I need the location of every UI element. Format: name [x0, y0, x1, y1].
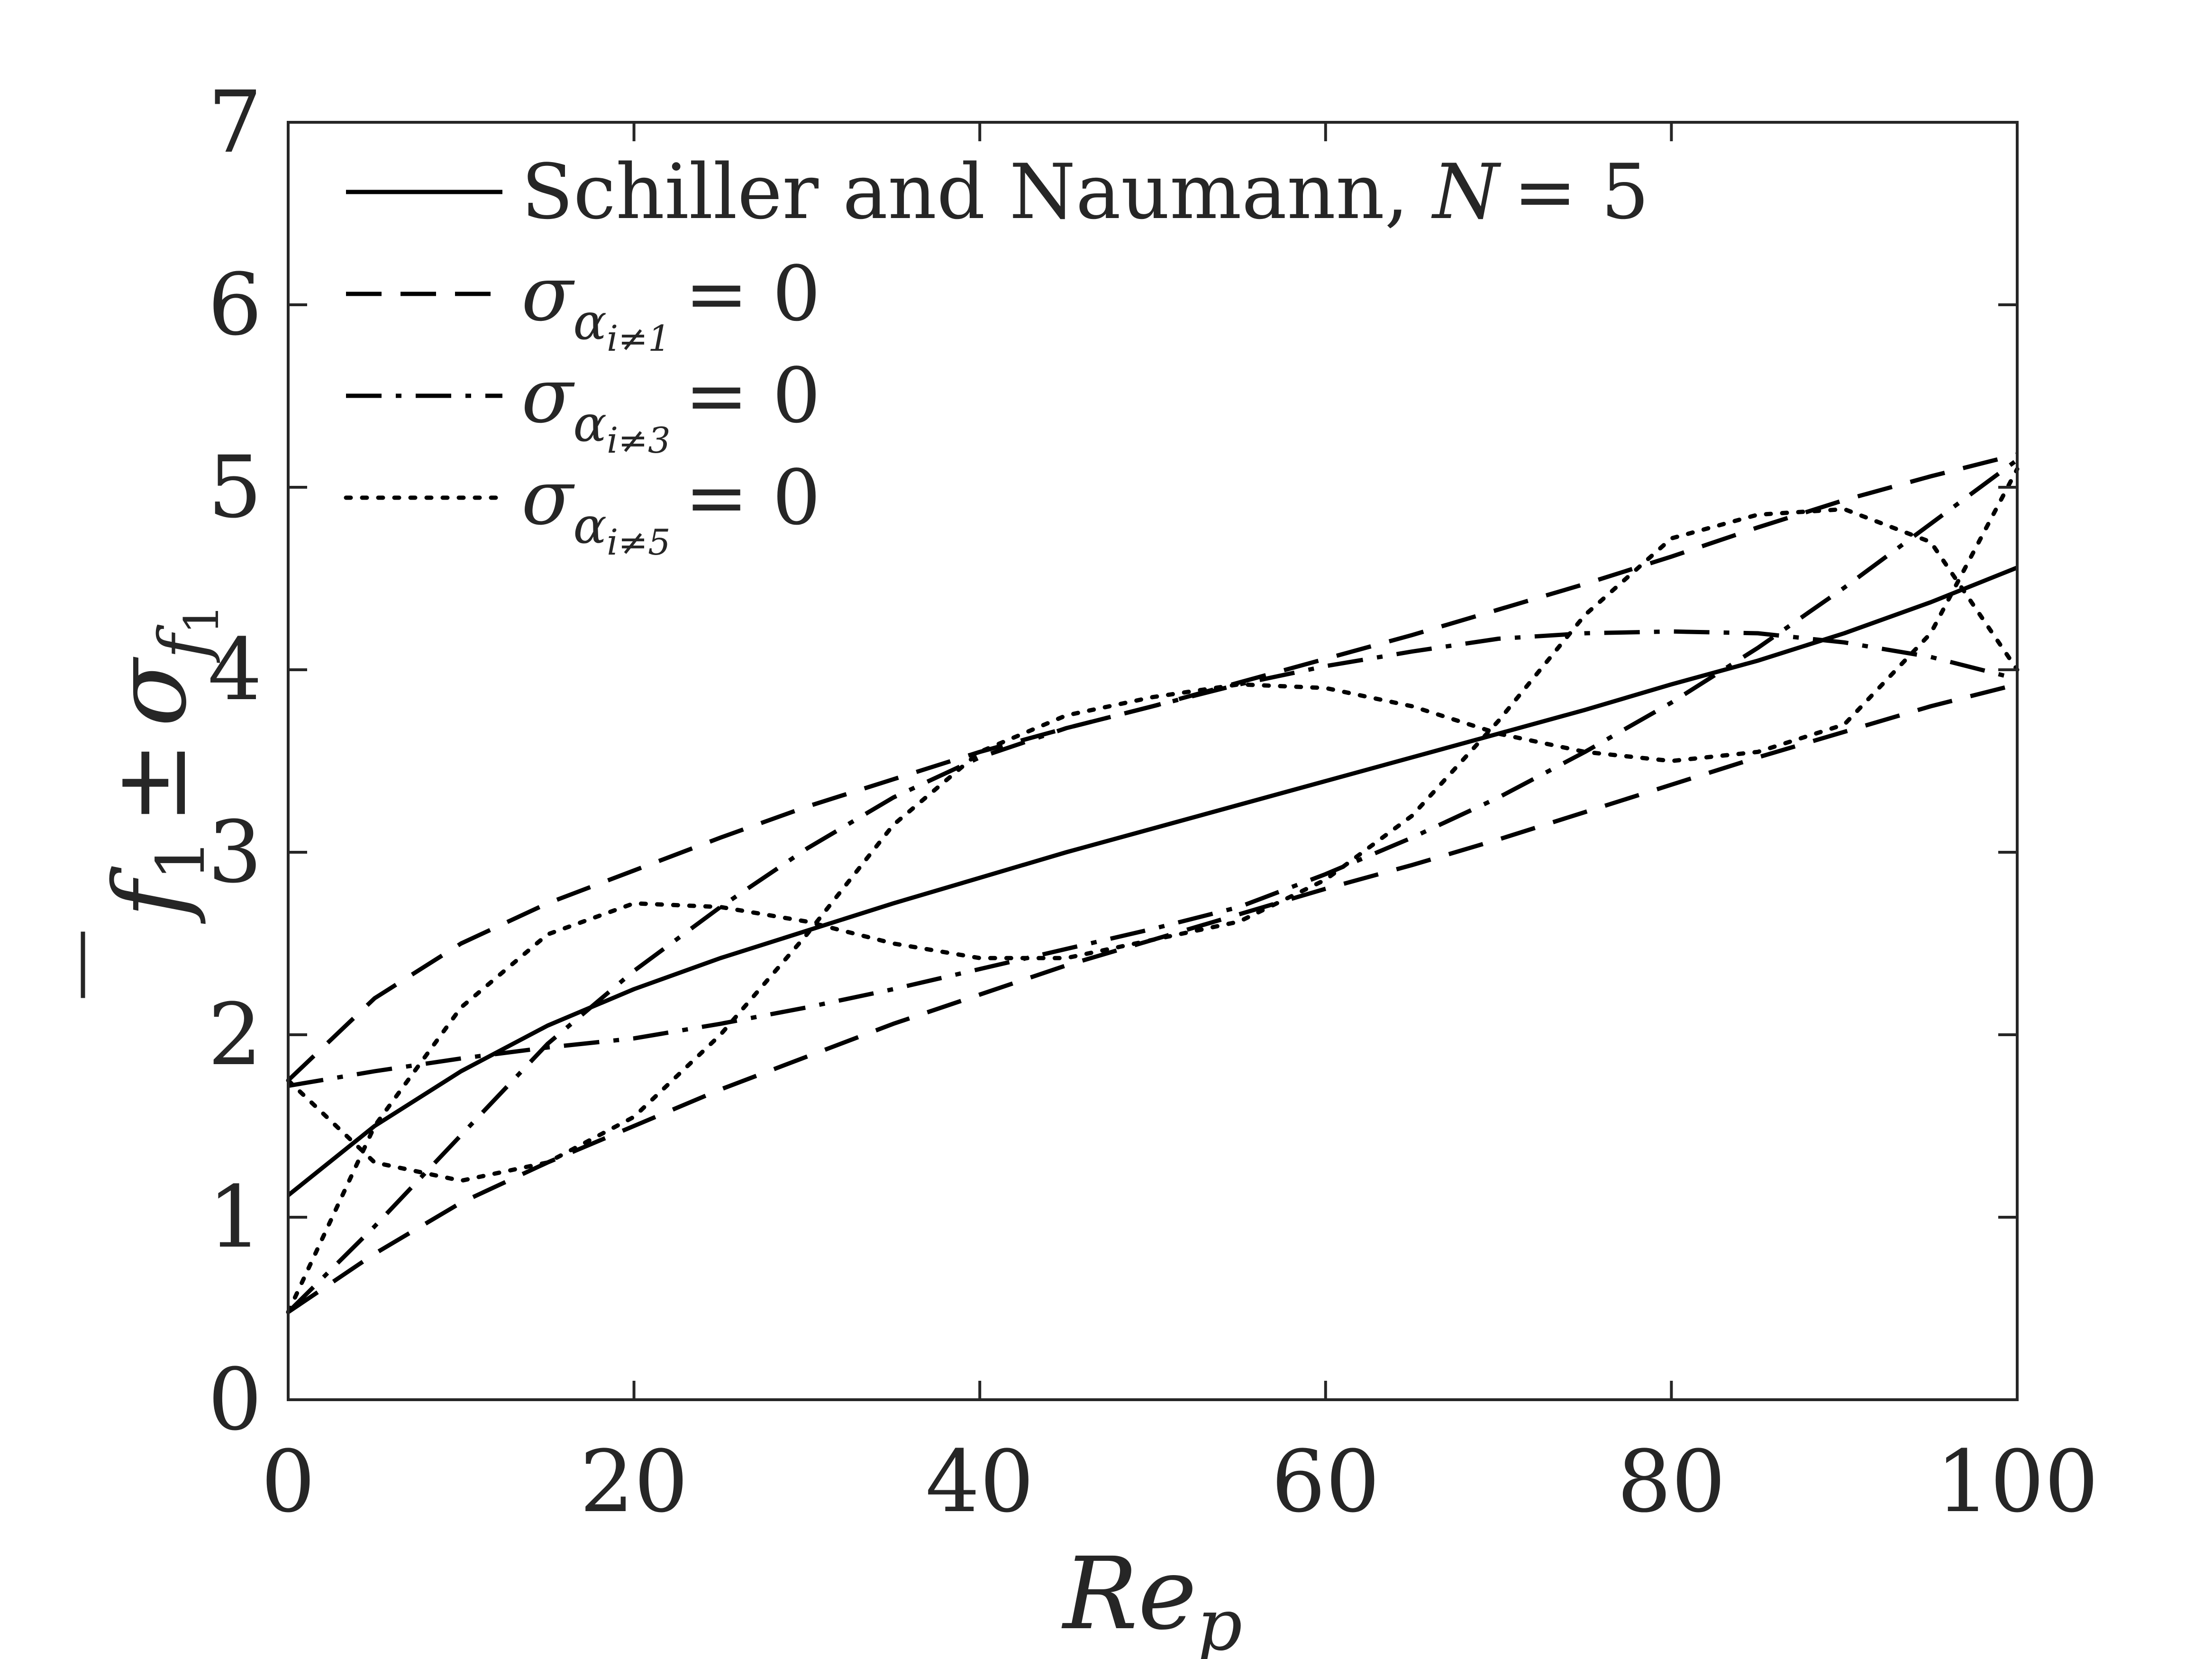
legend-label-alpha-i-ne-5: σαi≠5 = 0	[521, 453, 820, 563]
legend-label-alpha-i-ne-3: σαi≠3 = 0	[521, 351, 820, 461]
y-tick-label: 0	[208, 1350, 262, 1449]
x-tick-label: 0	[261, 1432, 316, 1531]
y-tick-label: 3	[208, 803, 262, 902]
x-tick-label: 20	[580, 1432, 688, 1531]
axes-box	[287, 121, 2019, 1401]
legend-label-text: Schiller and Naumann,	[521, 147, 1433, 236]
y-axis-title-text: f1±σf1	[92, 604, 229, 924]
legend-label-math: N	[1431, 147, 1502, 236]
series-line-dashdot-3	[288, 458, 2019, 1088]
y-axis-title-op: ±	[92, 741, 209, 825]
y-tick-label: 1	[208, 1168, 262, 1267]
legend-entry-alpha-i-ne-5: σαi≠5 = 0	[344, 453, 820, 563]
x-tick-label: 100	[1936, 1432, 2099, 1531]
x-tick-label: 80	[1617, 1432, 1726, 1531]
plot-lines	[286, 452, 2020, 1314]
y-axis-title-f-sub: 1	[143, 839, 220, 881]
legend-entry-alpha-i-ne-3: σαi≠3 = 0	[346, 351, 820, 461]
legend-label-sigma: σ	[521, 351, 575, 440]
legend-label-sub: i≠1	[607, 318, 671, 359]
y-tick-label: 7	[208, 73, 262, 172]
legend-label-rhs: = 0	[685, 453, 821, 542]
series-line-dashdot-4	[286, 629, 2018, 1314]
y-tick-label: 5	[208, 438, 262, 537]
x-tick-label: 60	[1271, 1432, 1380, 1531]
legend-label-alpha: α	[573, 395, 607, 453]
legend-label-alpha: α	[573, 497, 607, 555]
series-line-dotted-6	[286, 507, 2020, 1314]
legend-label-alpha: α	[573, 293, 607, 351]
ticks	[287, 121, 2019, 1401]
x-axis-title-sub: p	[1197, 1584, 1242, 1659]
legend-label-sub: i≠3	[607, 419, 671, 461]
y-axis-title-sigma: σ	[92, 656, 209, 727]
legend-label-rhs: = 0	[685, 351, 821, 440]
legend-entry-alpha-i-ne-1: σαi≠1 = 0	[346, 249, 820, 359]
legend-label-schiller-naumann: Schiller and Naumann, N = 5	[521, 147, 1649, 236]
legend: Schiller and Naumann, N = 5 σαi≠1= 0 σαi≠…	[344, 147, 1649, 563]
tick-labels: 0 20 40 60 80 100 0 1 2 3 4 5 6 7	[208, 73, 2098, 1531]
legend-label-rhs: = 5	[1513, 147, 1649, 236]
x-axis-title-main: Re	[1061, 1536, 1197, 1652]
legend-label-sigma: σ	[521, 453, 575, 542]
y-tick-label: 6	[208, 255, 262, 355]
y-tick-label: 4	[208, 620, 262, 720]
series-line-dotted-5	[286, 467, 2020, 1183]
y-axis-title-sigma-subsub: 1	[174, 604, 229, 635]
x-axis-title: Rep	[1061, 1536, 1242, 1659]
y-tick-label: 2	[208, 985, 262, 1085]
legend-label-sub: i≠5	[607, 521, 671, 563]
legend-entry-schiller-naumann: Schiller and Naumann, N = 5	[346, 147, 1649, 236]
legend-label-alpha-i-ne-1: σαi≠1 = 0	[521, 249, 820, 359]
legend-label-sigma: σ	[521, 249, 575, 338]
legend-label-rhs: = 0	[685, 249, 821, 338]
y-axis-title: f1±σf1	[81, 604, 229, 998]
x-tick-label: 40	[926, 1432, 1034, 1531]
